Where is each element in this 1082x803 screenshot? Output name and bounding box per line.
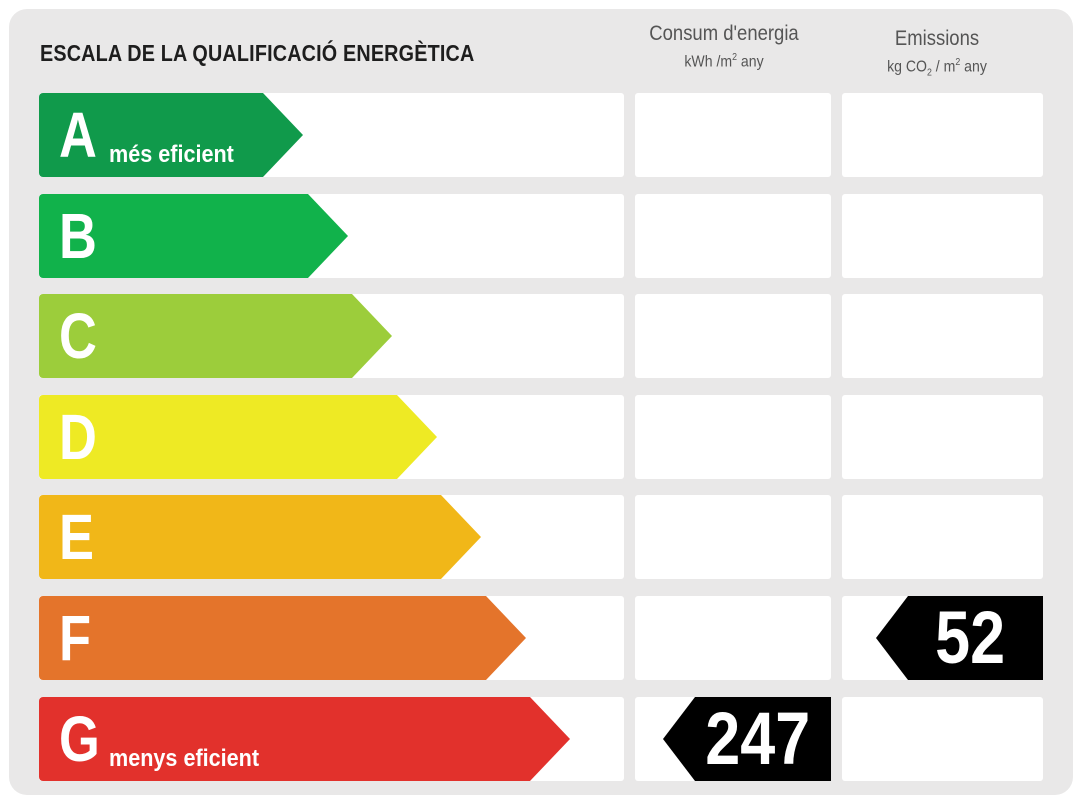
emissions-value: 52 bbox=[935, 596, 1006, 679]
rating-sublabel: menys eficient bbox=[109, 745, 260, 772]
emissions-cell bbox=[842, 395, 1043, 479]
rating-row-c: C bbox=[0, 294, 1082, 378]
emissions-label: Emissions bbox=[894, 27, 980, 50]
rating-letter: E bbox=[59, 501, 95, 573]
consumption-value: 247 bbox=[705, 697, 811, 780]
emissions-cell bbox=[842, 294, 1043, 378]
rating-letter: F bbox=[59, 602, 92, 674]
rating-row-f: F 52 bbox=[0, 596, 1082, 680]
consumption-cell bbox=[635, 596, 831, 680]
rating-arrow-f: F bbox=[39, 596, 526, 680]
consumption-label: Consum d'energia bbox=[649, 22, 799, 45]
rating-letter: C bbox=[59, 300, 97, 372]
emissions-header: Emissions kg CO2 / m2 any bbox=[842, 27, 1032, 79]
emissions-cell bbox=[842, 495, 1043, 579]
consumption-value-badge: 247 bbox=[663, 697, 831, 781]
rating-arrow-b: B bbox=[39, 194, 348, 278]
consumption-cell bbox=[635, 194, 831, 278]
emissions-cell bbox=[842, 194, 1043, 278]
consumption-cell bbox=[635, 495, 831, 579]
consumption-cell bbox=[635, 93, 831, 177]
rating-arrow-c: C bbox=[39, 294, 392, 378]
rating-sublabel: més eficient bbox=[109, 141, 234, 168]
rating-arrow-e: E bbox=[39, 495, 481, 579]
consumption-unit: kWh /m2 any bbox=[684, 52, 764, 71]
rating-row-b: B bbox=[0, 194, 1082, 278]
consumption-cell bbox=[635, 395, 831, 479]
rating-letter: A bbox=[59, 99, 97, 171]
consumption-cell bbox=[635, 294, 831, 378]
consumption-header: Consum d'energia kWh /m2 any bbox=[636, 22, 812, 71]
emissions-cell bbox=[842, 697, 1043, 781]
rating-row-e: E bbox=[0, 495, 1082, 579]
rating-row-d: D bbox=[0, 395, 1082, 479]
scale-title: ESCALA DE LA QUALIFICACIÓ ENERGÈTICA bbox=[40, 40, 475, 66]
emissions-value-badge: 52 bbox=[876, 596, 1043, 680]
rating-letter: G bbox=[59, 703, 100, 775]
rating-letter: D bbox=[59, 401, 97, 473]
rating-letter: B bbox=[59, 200, 97, 272]
emissions-unit: kg CO2 / m2 any bbox=[887, 57, 987, 79]
rating-arrow-d: D bbox=[39, 395, 437, 479]
emissions-cell bbox=[842, 93, 1043, 177]
